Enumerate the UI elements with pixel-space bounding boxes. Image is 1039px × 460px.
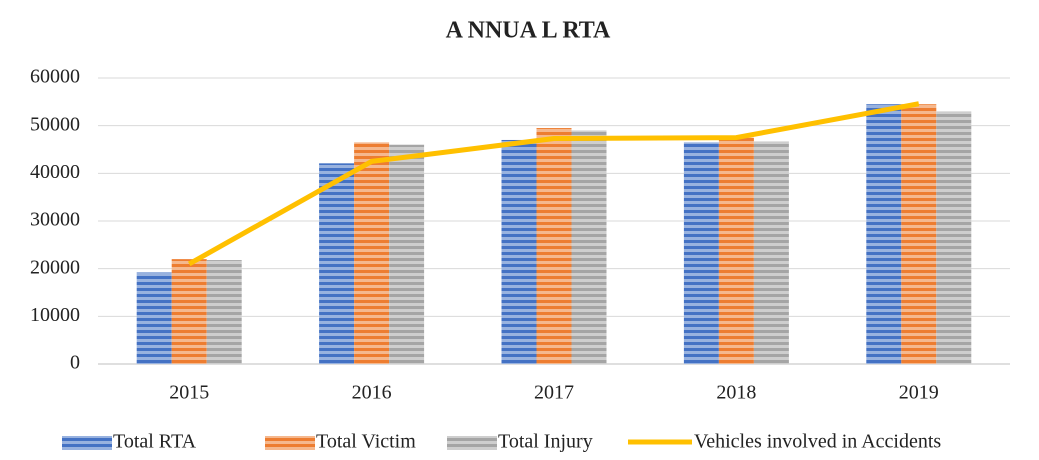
- legend-label: Total Injury: [498, 431, 593, 453]
- bar: [536, 128, 572, 364]
- y-tick-label: 60000: [30, 66, 80, 88]
- bar: [319, 163, 355, 364]
- x-tick-label: 2018: [716, 382, 756, 404]
- bar: [866, 104, 902, 364]
- bar: [683, 142, 719, 364]
- x-tick-label: 2016: [352, 382, 392, 404]
- legend-label: Vehicles involved in Accidents: [694, 431, 941, 453]
- y-tick-label: 10000: [30, 304, 80, 326]
- bar: [354, 142, 390, 364]
- chart-title: A NNUA L RTA: [446, 18, 611, 44]
- bar: [718, 137, 754, 364]
- bar: [901, 104, 937, 364]
- x-tick-label: 2019: [899, 382, 939, 404]
- bar: [571, 130, 607, 364]
- y-tick-label: 0: [70, 352, 80, 374]
- bar: [936, 111, 972, 364]
- legend-swatch: [447, 436, 497, 450]
- bar: [501, 139, 537, 364]
- legend-label: Total Victim: [316, 431, 416, 453]
- bar: [171, 259, 207, 364]
- bar: [753, 141, 789, 364]
- legend-swatch: [62, 436, 112, 450]
- y-tick-label: 40000: [30, 161, 80, 183]
- bar: [389, 144, 425, 364]
- y-tick-label: 30000: [30, 209, 80, 231]
- x-tick-label: 2015: [169, 382, 209, 404]
- x-tick-label: 2017: [534, 382, 574, 404]
- y-tick-label: 20000: [30, 256, 80, 278]
- bar: [136, 272, 172, 364]
- legend-swatch: [265, 436, 315, 450]
- line-series: [187, 101, 920, 267]
- legend-label: Total RTA: [113, 431, 197, 453]
- y-tick-label: 50000: [30, 113, 80, 135]
- bar: [206, 260, 242, 364]
